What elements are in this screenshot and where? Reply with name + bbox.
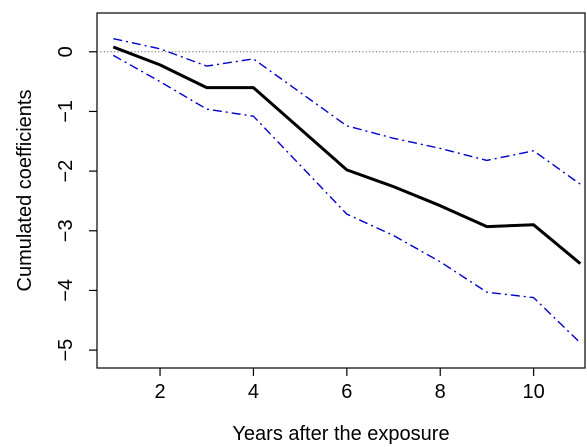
y-tick-label: −3: [55, 219, 77, 242]
x-axis: 2 4 6 8 10: [154, 368, 545, 403]
y-tick-label: −2: [55, 160, 77, 183]
x-tick-label: 2: [154, 381, 165, 403]
series-line-lower-bound: [112, 54, 581, 344]
x-tick-label: 6: [341, 381, 352, 403]
series-line-estimate: [112, 45, 582, 265]
x-tick-label: 4: [248, 381, 259, 403]
y-tick-label: −1: [55, 100, 77, 123]
y-tick-label: −5: [55, 339, 77, 362]
series-line-upper-bound: [113, 38, 581, 185]
y-axis-title: Cumulated coefficients: [14, 90, 36, 292]
y-axis: 0 −1 −2 −3 −4 −5: [55, 46, 97, 362]
y-tick-label: 0: [55, 46, 77, 57]
x-axis-title: Years after the exposure: [232, 423, 449, 445]
x-tick-label: 10: [523, 381, 545, 403]
plot-frame: [96, 12, 586, 369]
x-tick-label: 8: [435, 381, 446, 403]
y-tick-label: −4: [55, 279, 77, 302]
series-layer: [112, 38, 582, 344]
